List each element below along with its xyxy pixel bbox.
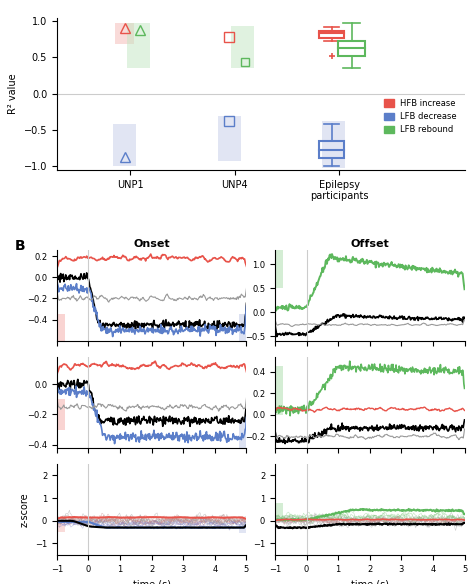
Bar [127, 23, 150, 68]
X-axis label: time (s): time (s) [133, 579, 171, 584]
Bar [338, 41, 365, 56]
Bar [238, 422, 246, 453]
X-axis label: time (s): time (s) [351, 579, 389, 584]
Bar [275, 503, 283, 521]
Y-axis label: R² value: R² value [8, 74, 18, 114]
Bar [218, 116, 241, 161]
Legend: HFB increase, LFB decrease, LFB rebound: HFB increase, LFB decrease, LFB rebound [381, 96, 460, 138]
Y-axis label: z-score: z-score [19, 492, 29, 527]
Bar [238, 524, 246, 533]
Bar [57, 314, 65, 346]
Bar [322, 121, 346, 168]
Bar [115, 23, 134, 44]
Bar [231, 26, 255, 68]
Bar [113, 124, 137, 166]
Bar [275, 366, 283, 415]
Title: Offset: Offset [350, 239, 389, 249]
Bar [57, 399, 65, 430]
Bar [238, 314, 246, 346]
Bar [319, 30, 344, 38]
Title: Onset: Onset [133, 239, 170, 249]
Text: B: B [15, 239, 26, 253]
Bar [57, 521, 65, 532]
Bar [275, 250, 283, 288]
Bar [319, 141, 344, 158]
